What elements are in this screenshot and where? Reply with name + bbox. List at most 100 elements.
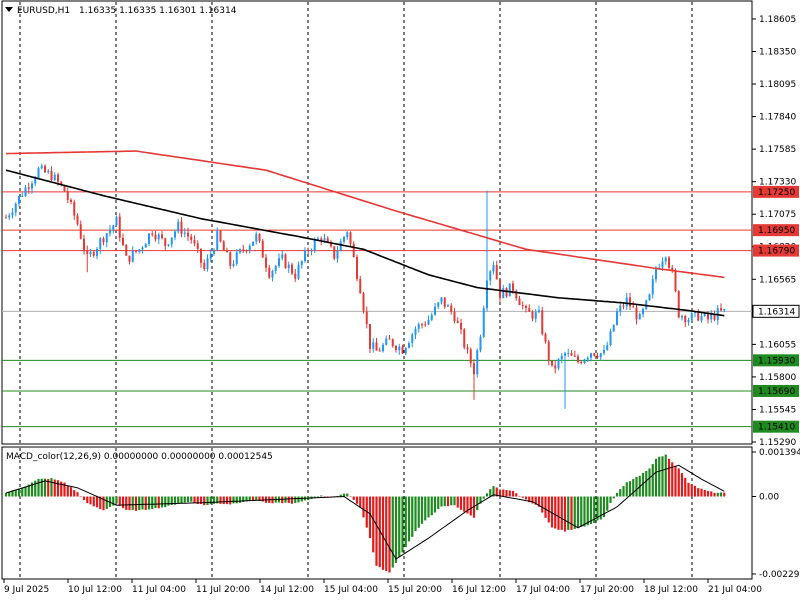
candle-body — [616, 311, 618, 325]
macd-bar — [641, 472, 645, 497]
candle-body — [440, 297, 443, 303]
macd-bar — [570, 496, 573, 530]
macd-bar — [138, 496, 141, 511]
candle-body — [278, 258, 280, 266]
macd-bar — [664, 454, 667, 497]
candle-body — [248, 245, 251, 251]
macd-bar — [502, 489, 505, 497]
price-level-lines[interactable] — [2, 191, 752, 428]
macd-bar — [8, 492, 11, 497]
candle-body — [541, 310, 544, 335]
candle-body — [226, 250, 228, 253]
macd-bar — [47, 479, 50, 497]
macd-bar — [459, 496, 463, 510]
candle-body — [284, 254, 287, 269]
macd-bar — [372, 496, 375, 553]
candle-body — [512, 283, 514, 291]
macd-bar — [599, 496, 602, 520]
candle-body — [128, 255, 131, 262]
candle-body — [681, 315, 683, 318]
candle-body — [271, 270, 274, 278]
macd-bar — [82, 496, 86, 501]
macd-bar — [203, 496, 206, 506]
y-tick-label: 1.18605 — [759, 15, 796, 25]
macd-bar — [580, 496, 583, 527]
candle-body — [5, 217, 7, 219]
macd-bar — [394, 496, 398, 563]
macd-bar — [690, 483, 693, 497]
indicator-pane-frame — [1, 446, 753, 580]
macd-bar — [651, 464, 654, 497]
candle-body — [590, 353, 592, 358]
candle-body — [157, 234, 160, 240]
candle-body — [720, 308, 722, 311]
candle-body — [580, 361, 583, 364]
candle-body — [687, 319, 690, 323]
candle-body — [352, 243, 355, 258]
macd-bar — [206, 496, 209, 506]
macd-bar — [50, 478, 53, 497]
macd-bar — [225, 496, 229, 505]
macd-bar — [593, 496, 596, 524]
macd-bar — [531, 496, 534, 504]
candle-body — [70, 199, 72, 202]
y-tick-label: 1.15545 — [759, 405, 796, 415]
candle-body — [573, 355, 576, 357]
candle-body — [131, 250, 134, 262]
vertical-gridlines — [19, 2, 693, 578]
candle-body — [391, 339, 394, 347]
candle-body — [304, 250, 306, 262]
macd-bar — [160, 496, 164, 508]
macd-bar — [589, 496, 593, 525]
candle-body — [723, 308, 726, 311]
candle-body — [661, 261, 664, 268]
macd-bar — [245, 496, 248, 502]
candle-body — [557, 359, 560, 369]
resistance-price-tag — [753, 244, 799, 257]
resistance-price-tag-label: 1.17250 — [758, 188, 795, 198]
macd-bar — [128, 496, 131, 511]
macd-bar — [258, 496, 261, 501]
macd-bar — [79, 496, 82, 497]
macd-bar — [17, 488, 21, 497]
macd-bar — [66, 485, 69, 497]
candle-body — [430, 314, 433, 320]
macd-bar — [563, 496, 567, 532]
macd-bar — [602, 496, 606, 518]
y-tick-label: 1.16565 — [759, 275, 796, 285]
candle-body — [564, 353, 566, 356]
candle-body — [307, 250, 310, 252]
candle-body — [336, 251, 339, 259]
candle-body — [385, 338, 388, 345]
macd-bar — [420, 496, 424, 524]
macd-bar — [30, 482, 34, 497]
candle-body — [135, 250, 137, 252]
candle-body — [180, 221, 183, 234]
symbol-dropdown-icon[interactable] — [5, 7, 13, 12]
candle-body — [378, 350, 381, 352]
macd-bar — [472, 496, 476, 518]
macd-bar — [511, 490, 515, 497]
macd-bar — [632, 479, 635, 497]
macd-bar — [346, 493, 349, 497]
time-axis[interactable]: 9 Jul 2025 10 Jul 12:00 11 Jul 04:00 11 Jul… — [3, 579, 762, 595]
candle-body — [703, 313, 706, 317]
macd-bar — [671, 462, 674, 497]
macd-bar — [352, 496, 355, 500]
macd-bar — [34, 480, 37, 497]
macd-bar — [544, 496, 547, 518]
candle-body — [161, 234, 163, 239]
candle-body — [460, 322, 462, 330]
candle-body — [222, 241, 225, 251]
candle-body — [196, 243, 199, 249]
candle-body — [86, 250, 89, 255]
candle-body — [414, 328, 417, 335]
candle-body — [404, 347, 407, 354]
candle-body — [632, 306, 635, 308]
macd-bar — [60, 481, 63, 497]
macd-bar — [414, 496, 417, 531]
macd-bar — [625, 482, 628, 497]
candle-body — [268, 267, 271, 278]
candle-body — [21, 195, 24, 197]
